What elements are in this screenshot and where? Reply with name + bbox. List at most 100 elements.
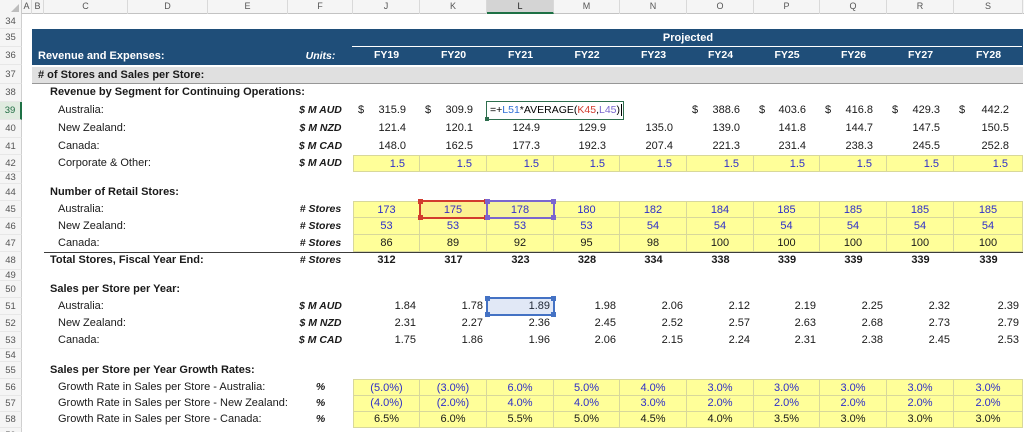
cell-P56[interactable]: 3.0% (754, 379, 820, 396)
cell-P41[interactable]: 231.4 (778, 140, 806, 152)
cell-S57[interactable]: 2.0% (954, 396, 1023, 412)
cell-L52[interactable]: 2.36 (528, 317, 550, 329)
fy-col-header[interactable]: FY20 (440, 49, 467, 61)
cell-Q45[interactable]: 185 (820, 201, 887, 218)
unit-cell-53[interactable]: $ M CAD (298, 334, 343, 346)
row-label-57[interactable]: Growth Rate in Sales per Store - New Zea… (58, 397, 288, 409)
cell-O48[interactable]: 338 (711, 254, 730, 266)
cell-J41[interactable]: 148.0 (378, 140, 406, 152)
row-header-38[interactable]: 38 (0, 84, 22, 102)
unit-cell-46[interactable]: # Stores (299, 220, 342, 232)
cell-J57[interactable]: (4.0%) (353, 396, 420, 412)
row-label-42[interactable]: Corporate & Other: (58, 157, 151, 169)
cell-J40[interactable]: 121.4 (378, 122, 406, 134)
cell-O51[interactable]: 2.12 (728, 300, 750, 312)
row-header-47[interactable]: 47 (0, 235, 22, 252)
cell-N47[interactable]: 98 (620, 235, 687, 252)
cell-L41[interactable]: 177.3 (512, 140, 540, 152)
cell-O46[interactable]: 54 (687, 218, 754, 235)
cell-O42[interactable]: 1.5 (687, 155, 754, 172)
col-header-B[interactable]: B (32, 0, 44, 14)
col-header-E[interactable]: E (208, 0, 288, 14)
cell-Q53[interactable]: 2.38 (861, 334, 883, 346)
row-label-51[interactable]: Australia: (58, 300, 104, 312)
ref-handle[interactable] (551, 296, 556, 301)
cell-S41[interactable]: 252.8 (981, 140, 1009, 152)
col-header-N[interactable]: N (620, 0, 687, 14)
cell-L42[interactable]: 1.5 (487, 155, 554, 172)
col-header-M[interactable]: M (554, 0, 620, 14)
cell-M40[interactable]: 129.9 (578, 122, 606, 134)
cell-S56[interactable]: 3.0% (954, 379, 1023, 396)
cell-Q56[interactable]: 3.0% (820, 379, 887, 396)
col-header-L[interactable]: L (487, 0, 554, 14)
unit-cell-48[interactable]: # Stores (299, 254, 342, 266)
unit-cell-58[interactable]: % (315, 413, 326, 425)
row-header-51[interactable]: 51 (0, 298, 22, 315)
cell-Q51[interactable]: 2.25 (861, 300, 883, 312)
row-label-50[interactable]: Sales per Store per Year: (50, 283, 181, 295)
row-label-52[interactable]: New Zealand: (58, 317, 126, 329)
cell-P42[interactable]: 1.5 (754, 155, 820, 172)
cell-K53[interactable]: 1.86 (461, 334, 483, 346)
cell-R52[interactable]: 2.73 (928, 317, 950, 329)
cell-N52[interactable]: 2.52 (661, 317, 683, 329)
cell-R53[interactable]: 2.45 (928, 334, 950, 346)
cell-N42[interactable]: 1.5 (620, 155, 687, 172)
cell-S52[interactable]: 2.79 (997, 317, 1019, 329)
ref-handle[interactable] (418, 199, 423, 204)
cell-M57[interactable]: 4.0% (554, 396, 620, 412)
unit-cell-51[interactable]: $ M AUD (299, 300, 342, 312)
fy-col-header[interactable]: FY25 (774, 49, 800, 61)
cell-L48[interactable]: 323 (511, 254, 530, 266)
cell-J42[interactable]: 1.5 (353, 155, 420, 172)
unit-cell-40[interactable]: $ M NZD (299, 122, 342, 134)
fy-col-header[interactable]: FY22 (574, 49, 600, 61)
cell-P47[interactable]: 100 (754, 235, 820, 252)
cell-R47[interactable]: 100 (887, 235, 954, 252)
unit-cell-55[interactable] (288, 362, 353, 379)
cell-J56[interactable]: (5.0%) (353, 379, 420, 396)
fy-col-header[interactable]: FY21 (507, 49, 534, 61)
cell-P45[interactable]: 185 (754, 201, 820, 218)
cell-P40[interactable]: 141.8 (778, 122, 806, 134)
cell-M46[interactable]: 53 (554, 218, 620, 235)
cell-S47[interactable]: 100 (954, 235, 1023, 252)
cell-L56[interactable]: 6.0% (487, 379, 554, 396)
cell-M42[interactable]: 1.5 (554, 155, 620, 172)
cell-N58[interactable]: 4.5% (620, 412, 687, 428)
row-header-48[interactable]: 48 (0, 252, 22, 270)
cell-N41[interactable]: 207.4 (645, 140, 673, 152)
row-label-47[interactable]: Canada: (58, 237, 100, 249)
cell-O40[interactable]: 139.0 (712, 122, 740, 134)
cell-L51[interactable]: 1.89 (528, 300, 550, 312)
unit-cell-45[interactable]: # Stores (299, 203, 342, 215)
cell-S45[interactable]: 185 (954, 201, 1023, 218)
fy-col-header[interactable]: FY26 (840, 49, 867, 61)
row-header-59[interactable]: 59 (0, 428, 22, 432)
cell-N48[interactable]: 334 (644, 254, 663, 266)
cell-J52[interactable]: 2.31 (394, 317, 416, 329)
cell-K58[interactable]: 6.0% (420, 412, 487, 428)
cell-M58[interactable]: 5.0% (554, 412, 620, 428)
cell-O56[interactable]: 3.0% (687, 379, 754, 396)
cell-M56[interactable]: 5.0% (554, 379, 620, 396)
row-header-49[interactable]: 49 (0, 270, 22, 281)
cell-L58[interactable]: 5.5% (487, 412, 554, 428)
col-header-D[interactable]: D (128, 0, 208, 14)
row-header-39[interactable]: 39 (0, 102, 22, 120)
row-label-45[interactable]: Australia: (58, 203, 104, 215)
cell-N39[interactable] (620, 102, 687, 120)
cell-L47[interactable]: 92 (487, 235, 554, 252)
row-label-53[interactable]: Canada: (58, 334, 100, 346)
cell-J46[interactable]: 53 (353, 218, 420, 235)
row-label-41[interactable]: Canada: (58, 140, 100, 152)
cell-K56[interactable]: (3.0%) (420, 379, 487, 396)
cell-O57[interactable]: 2.0% (687, 396, 754, 412)
cell-P57[interactable]: 2.0% (754, 396, 820, 412)
fy-col-header[interactable]: FY19 (373, 49, 400, 61)
cell-S42[interactable]: 1.5 (954, 155, 1023, 172)
col-header-C[interactable]: C (44, 0, 128, 14)
cell-Q41[interactable]: 238.3 (845, 140, 873, 152)
cell-R51[interactable]: 2.32 (928, 300, 950, 312)
